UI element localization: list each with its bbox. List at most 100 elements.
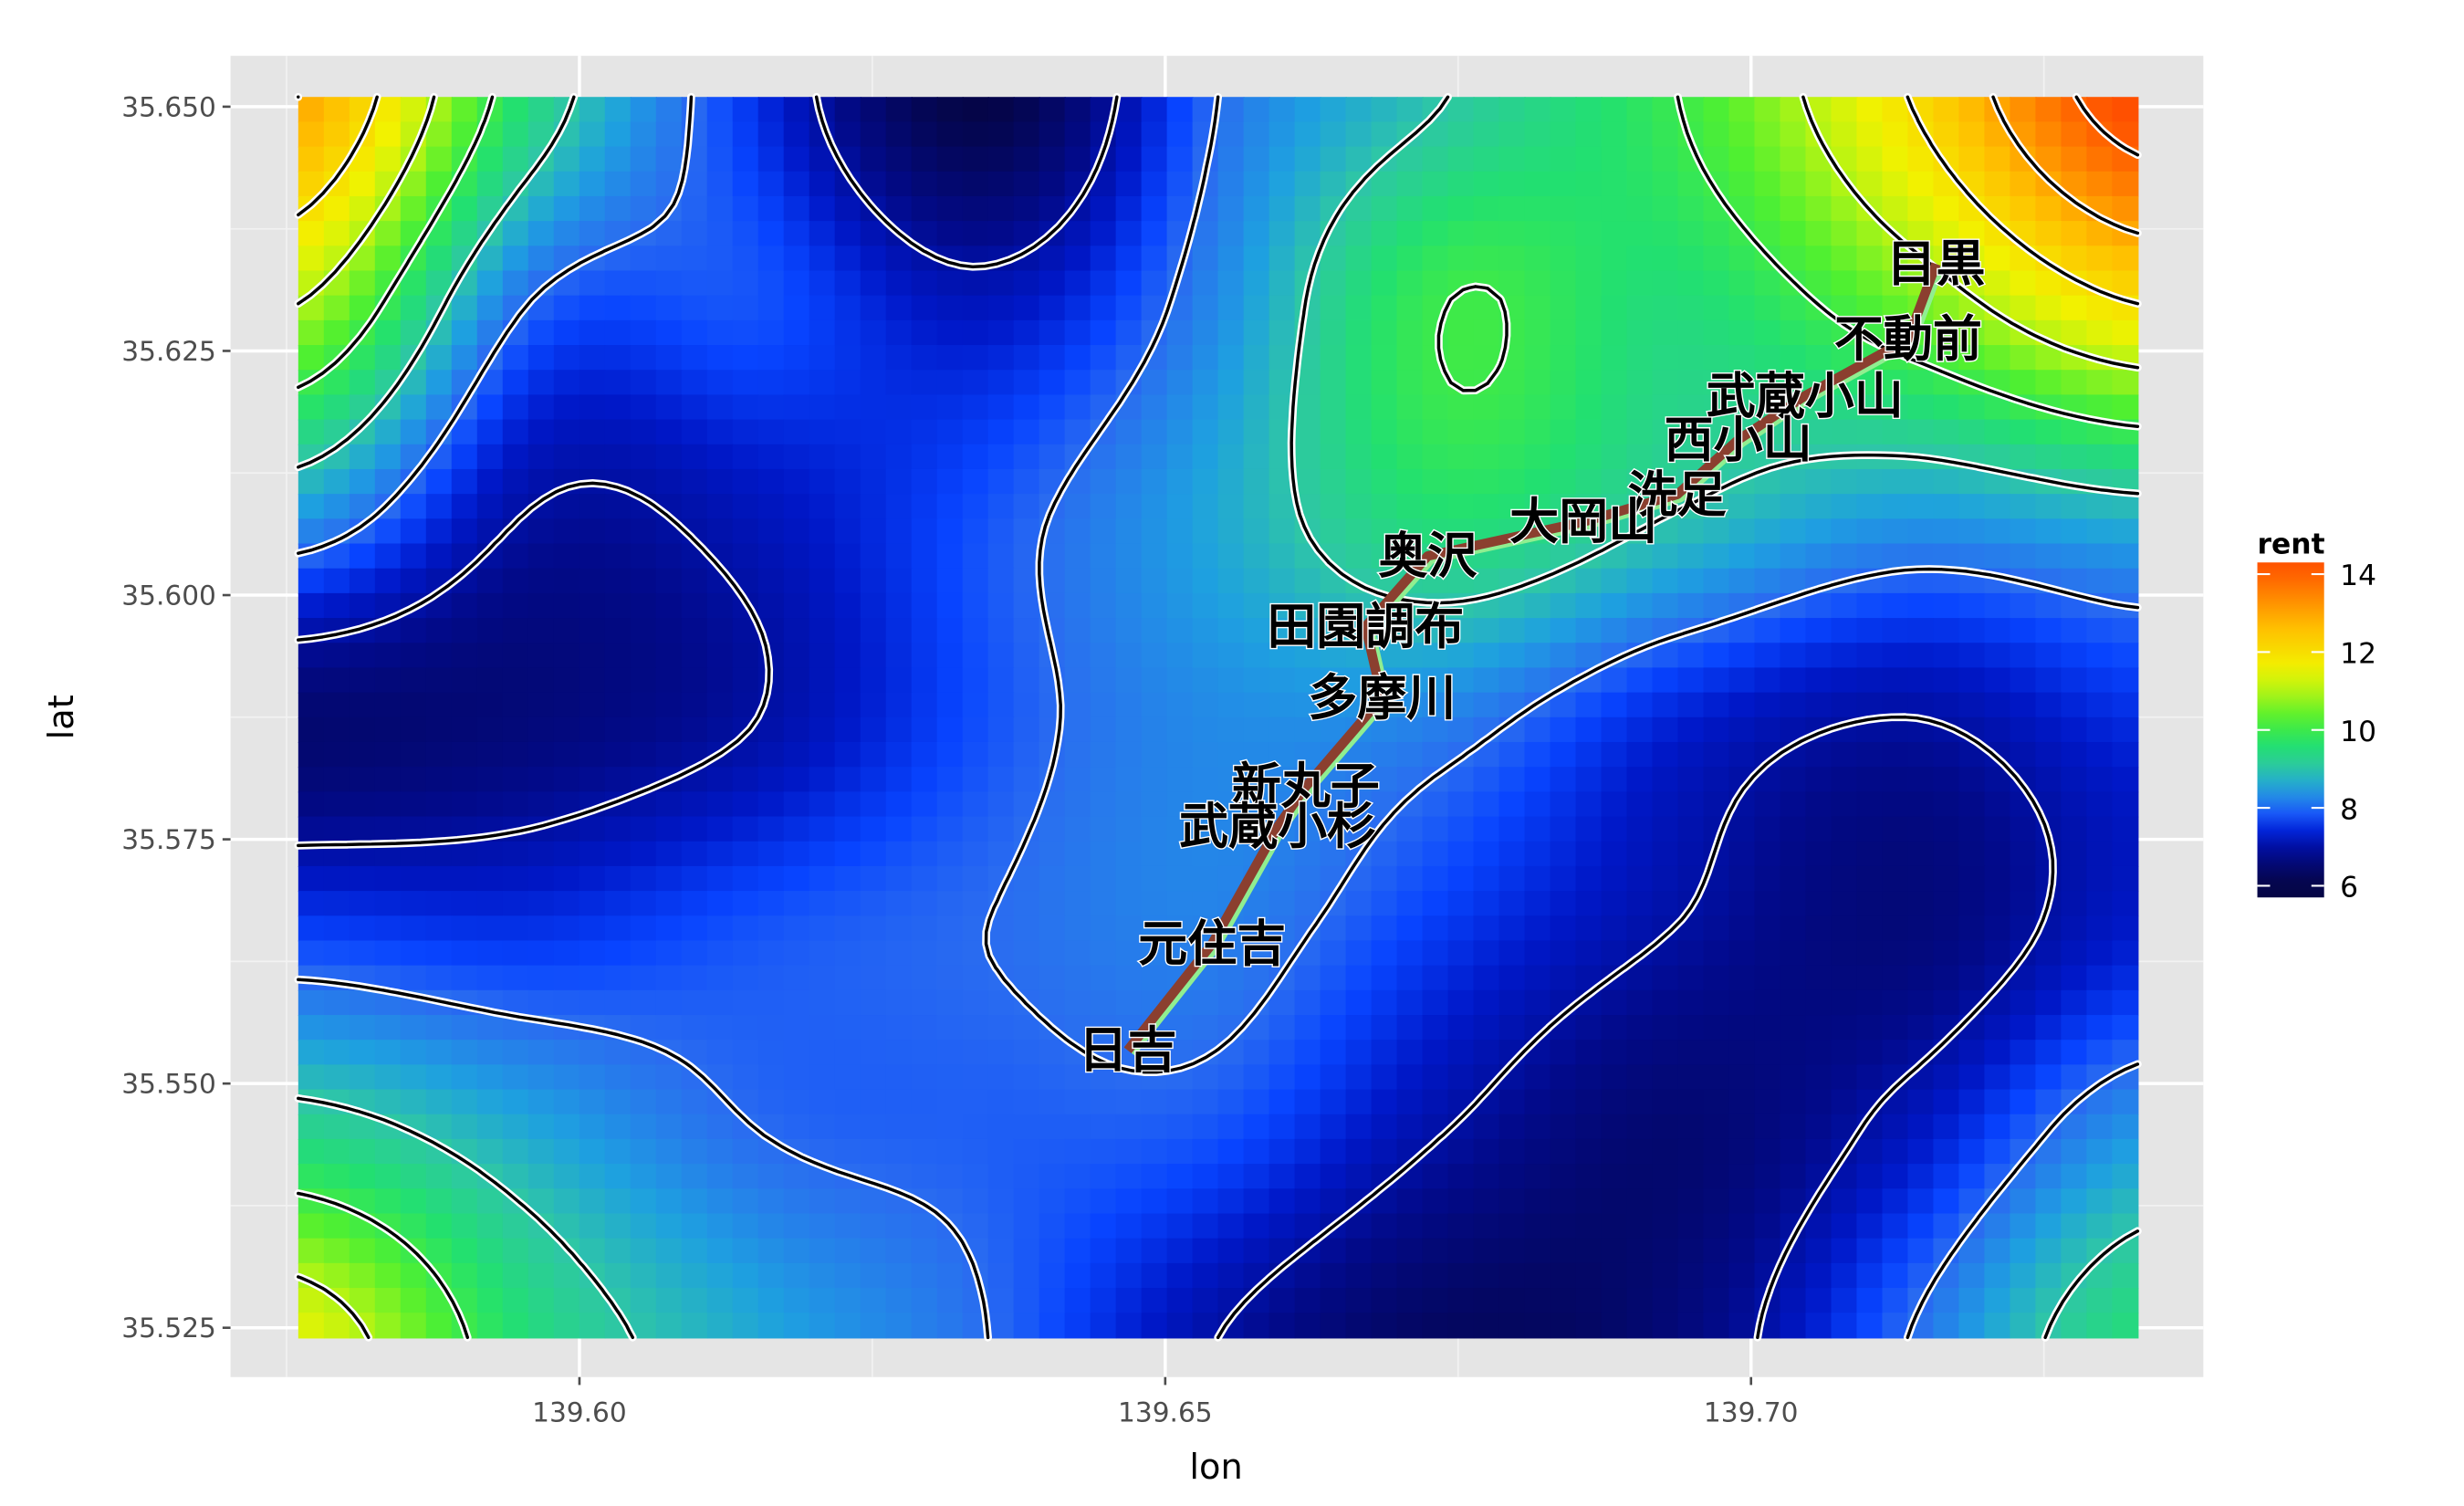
heat-cell — [579, 394, 606, 421]
heat-cell — [1550, 1238, 1577, 1264]
heat-cell — [1422, 394, 1449, 421]
heat-cell — [1269, 121, 1296, 148]
heat-cell — [349, 791, 376, 818]
heat-cell — [2086, 1188, 2114, 1215]
heat-cell — [1958, 1089, 1986, 1115]
heat-cell — [987, 345, 1015, 371]
heat-cell — [1141, 370, 1168, 396]
heat-cell — [1933, 767, 1960, 793]
heat-cell — [1524, 146, 1551, 173]
heat-cell — [425, 1238, 453, 1264]
heat-cell — [1498, 841, 1526, 867]
heat-cell — [1396, 468, 1424, 496]
heat-cell — [834, 841, 861, 867]
heat-cell — [1064, 667, 1091, 694]
heat-cell — [400, 1288, 427, 1314]
heat-cell — [323, 915, 350, 942]
heat-cell — [1115, 568, 1143, 594]
heat-cell — [298, 891, 325, 917]
heat-cell — [1243, 171, 1270, 197]
heat-cell — [2061, 989, 2088, 1017]
heat-cell — [1728, 891, 1756, 917]
heat-cell — [502, 592, 529, 620]
heat-cell — [1498, 865, 1526, 893]
heat-cell — [1217, 246, 1245, 272]
heat-cell — [809, 841, 836, 867]
heat-cell — [1882, 1262, 1909, 1290]
heat-cell — [1141, 1138, 1168, 1166]
heat-cell — [1831, 1262, 1858, 1290]
heat-cell — [1626, 915, 1654, 942]
heat-cell — [1856, 1138, 1884, 1166]
heat-cell — [681, 716, 708, 744]
heat-cell — [1217, 394, 1245, 421]
heat-cell — [1320, 468, 1347, 496]
heat-cell — [783, 370, 810, 396]
heat-cell — [732, 841, 759, 867]
heat-cell — [655, 667, 683, 694]
heat-cell — [1396, 841, 1424, 867]
heat-cell — [502, 1064, 529, 1091]
heat-cell — [374, 1089, 402, 1115]
heat-cell — [425, 1188, 453, 1215]
heat-cell — [451, 468, 478, 496]
x-tick-label: 139.60 — [532, 1396, 627, 1428]
heat-cell — [936, 667, 964, 694]
heat-cell — [1217, 171, 1245, 197]
heat-cell — [1907, 171, 1935, 197]
heat-cell — [502, 767, 529, 793]
heat-cell — [987, 1064, 1015, 1091]
heat-cell — [1115, 1213, 1143, 1239]
heat-cell — [1371, 1213, 1398, 1239]
heat-cell — [425, 716, 453, 744]
heat-cell — [885, 543, 913, 570]
heat-cell — [936, 816, 964, 842]
heat-cell — [2086, 494, 2114, 520]
heat-cell — [1626, 667, 1654, 694]
heat-cell — [1652, 1138, 1679, 1166]
heat-cell — [2010, 1238, 2037, 1264]
heat-cell — [1575, 345, 1603, 371]
heat-cell — [579, 965, 606, 991]
heat-cell — [323, 667, 350, 694]
heat-cell — [936, 716, 964, 744]
heat-cell — [1524, 246, 1551, 272]
heat-cell — [1447, 767, 1475, 793]
heat-cell — [936, 543, 964, 570]
heat-cell — [1984, 692, 2011, 718]
heat-cell — [1780, 171, 1807, 197]
heat-cell — [298, 1164, 325, 1190]
heat-cell — [706, 965, 734, 991]
heat-cell — [1882, 171, 1909, 197]
heat-cell — [706, 121, 734, 148]
heat-cell — [757, 146, 785, 173]
heat-cell — [1703, 1238, 1730, 1264]
heat-cell — [1626, 618, 1654, 644]
heat-cell — [476, 741, 504, 769]
heat-cell — [630, 1288, 657, 1314]
heat-cell — [2010, 1313, 2037, 1339]
heat-cell — [1498, 592, 1526, 620]
heat-cell — [1141, 865, 1168, 893]
heat-cell — [1115, 667, 1143, 694]
heat-cell — [1882, 146, 1909, 173]
heat-cell — [1064, 1262, 1091, 1290]
heat-cell — [2112, 741, 2139, 769]
station-label: 不動前 — [1834, 310, 1982, 368]
heat-cell — [885, 767, 913, 793]
heat-cell — [1550, 1188, 1577, 1215]
heat-cell — [1473, 940, 1500, 967]
heat-cell — [1396, 915, 1424, 942]
heat-cell — [1907, 592, 1935, 620]
heat-cell — [1984, 592, 2011, 620]
heat-cell — [732, 791, 759, 818]
heat-cell — [783, 419, 810, 445]
heat-cell — [1498, 741, 1526, 769]
heat-cell — [476, 865, 504, 893]
heat-cell — [476, 1064, 504, 1091]
heat-cell — [1473, 791, 1500, 818]
heat-cell — [349, 767, 376, 793]
heat-cell — [1269, 1015, 1296, 1041]
heat-cell — [476, 643, 504, 669]
heat-cell — [476, 270, 504, 297]
